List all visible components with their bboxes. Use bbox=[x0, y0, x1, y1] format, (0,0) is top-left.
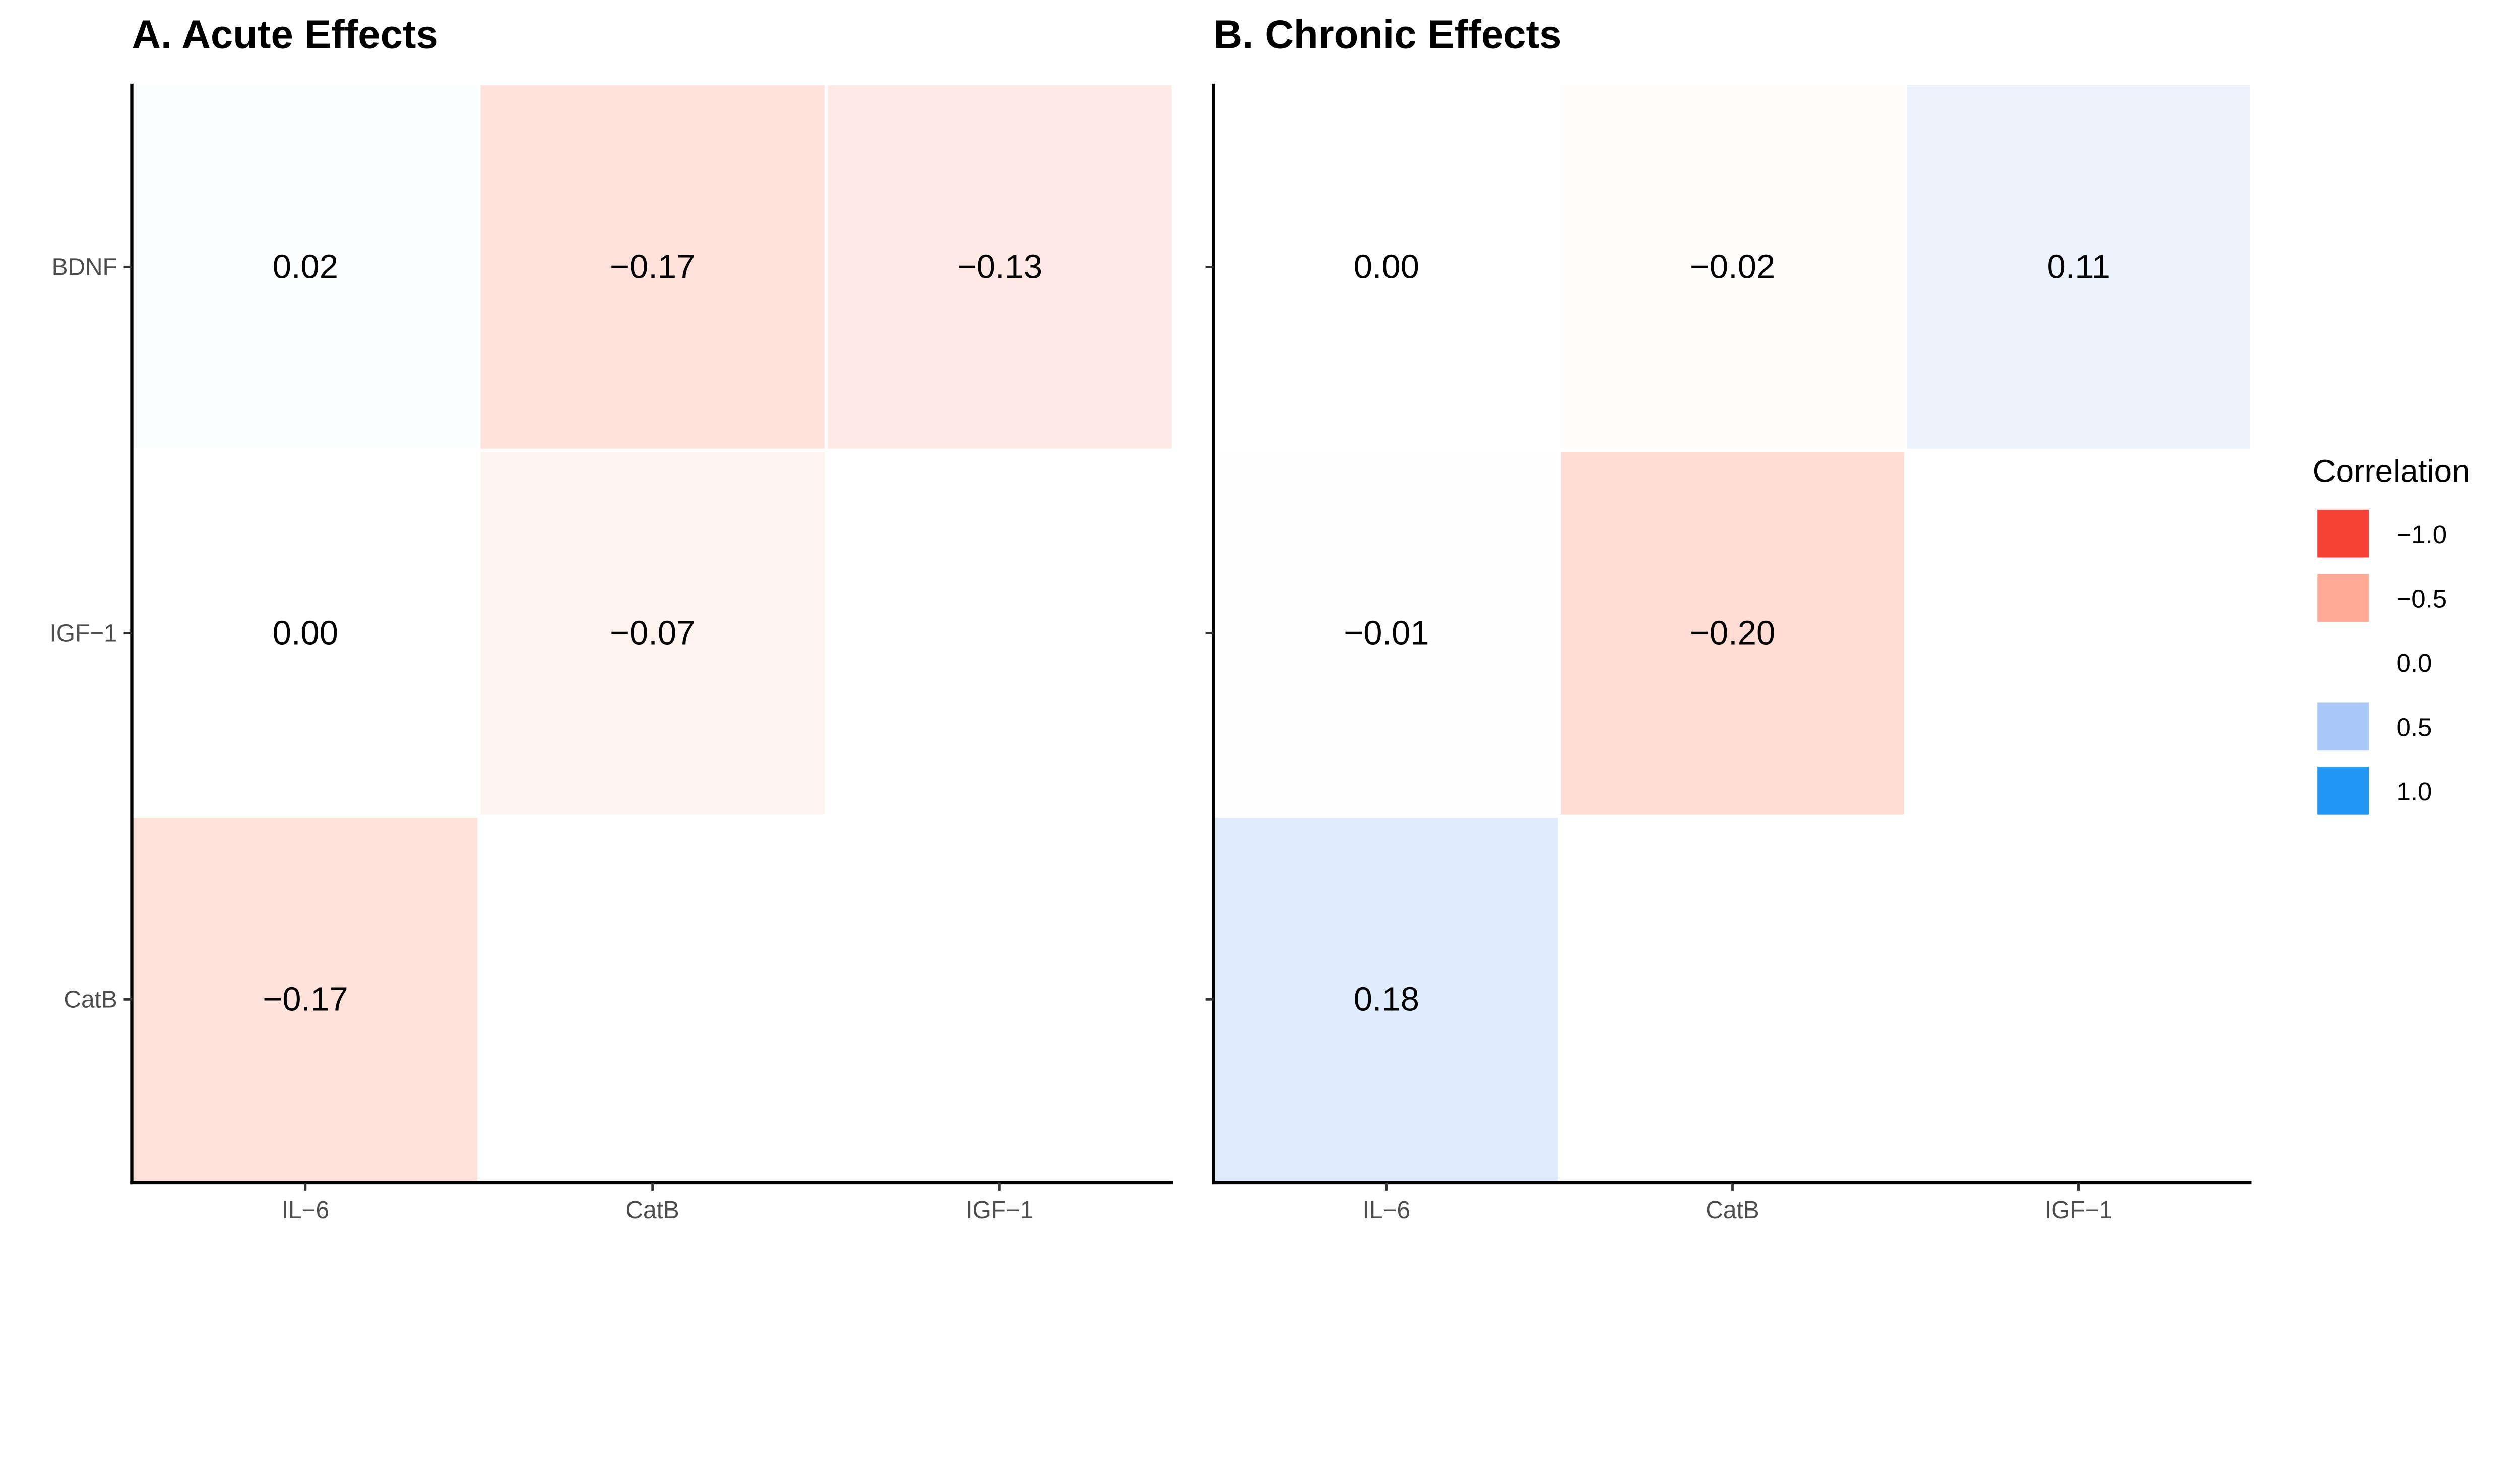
cell-value-label: −0.20 bbox=[1690, 614, 1775, 652]
heatmap-cell bbox=[1215, 452, 1558, 815]
heatmap-cell bbox=[1215, 818, 1558, 1181]
legend-swatch bbox=[2317, 509, 2369, 558]
heatmap-cell bbox=[133, 818, 478, 1181]
cell-value-label: −0.17 bbox=[263, 981, 348, 1019]
heatmap-cell bbox=[1215, 85, 1558, 449]
legend-label: −0.5 bbox=[2396, 584, 2447, 613]
cell-value-label: −0.01 bbox=[1344, 614, 1429, 652]
cell-value-label: 0.00 bbox=[273, 614, 338, 652]
correlation-heatmaps: A. Acute Effects 0.02 −0.17 −0.13 0.00 −0.07 −… bbox=[50, 12, 2470, 1224]
legend-label: 0.0 bbox=[2396, 649, 2432, 677]
heatmap-cell bbox=[133, 85, 478, 449]
legend-swatch bbox=[2317, 702, 2369, 751]
legend-label: 0.5 bbox=[2396, 713, 2432, 741]
y-tick-label: BDNF bbox=[52, 253, 117, 280]
heatmap-cell bbox=[480, 452, 825, 815]
legend-title: Correlation bbox=[2313, 453, 2470, 489]
heatmap-cell bbox=[480, 85, 825, 449]
legend-label: −1.0 bbox=[2396, 520, 2447, 549]
cell-value-label: 0.00 bbox=[1354, 248, 1419, 286]
heatmap-cell bbox=[828, 85, 1172, 449]
legend-swatch bbox=[2317, 638, 2369, 686]
x-tick-label: CatB bbox=[1706, 1197, 1759, 1224]
heatmap-cell bbox=[1907, 85, 2250, 449]
panel-title: A. Acute Effects bbox=[132, 12, 438, 57]
y-tick-label: IGF−1 bbox=[50, 620, 117, 647]
cell-value-label: 0.02 bbox=[273, 248, 338, 286]
heatmap-cell bbox=[1561, 85, 1904, 449]
y-tick-label: CatB bbox=[64, 986, 117, 1013]
heatmap-cell bbox=[1561, 452, 1904, 815]
heatmap-cell bbox=[133, 452, 478, 815]
legend-swatch bbox=[2317, 767, 2369, 815]
cell-value-label: −0.17 bbox=[610, 248, 695, 286]
panel-chronic: B. Chronic Effects 0.00 −0.02 0.11 −0.01 −0.2… bbox=[1205, 12, 2252, 1224]
x-tick-label: IGF−1 bbox=[966, 1197, 1033, 1224]
x-tick-label: CatB bbox=[625, 1197, 679, 1224]
cell-value-label: −0.07 bbox=[610, 614, 695, 652]
legend-label: 1.0 bbox=[2396, 777, 2432, 806]
cell-value-label: 0.18 bbox=[1354, 981, 1419, 1019]
x-tick-label: IGF−1 bbox=[2045, 1197, 2112, 1224]
x-tick-label: IL−6 bbox=[282, 1197, 329, 1224]
panel-acute: A. Acute Effects 0.02 −0.17 −0.13 0.00 −0.07 −… bbox=[50, 12, 1173, 1224]
panel-title: B. Chronic Effects bbox=[1214, 12, 1562, 57]
x-tick-label: IL−6 bbox=[1363, 1197, 1410, 1224]
legend: Correlation −1.0 −0.5 0.0 0.5 1.0 bbox=[2313, 453, 2470, 815]
cell-value-label: 0.11 bbox=[2047, 248, 2110, 286]
cell-value-label: −0.13 bbox=[957, 248, 1042, 286]
legend-swatch bbox=[2317, 574, 2369, 622]
cell-value-label: −0.02 bbox=[1690, 248, 1775, 286]
